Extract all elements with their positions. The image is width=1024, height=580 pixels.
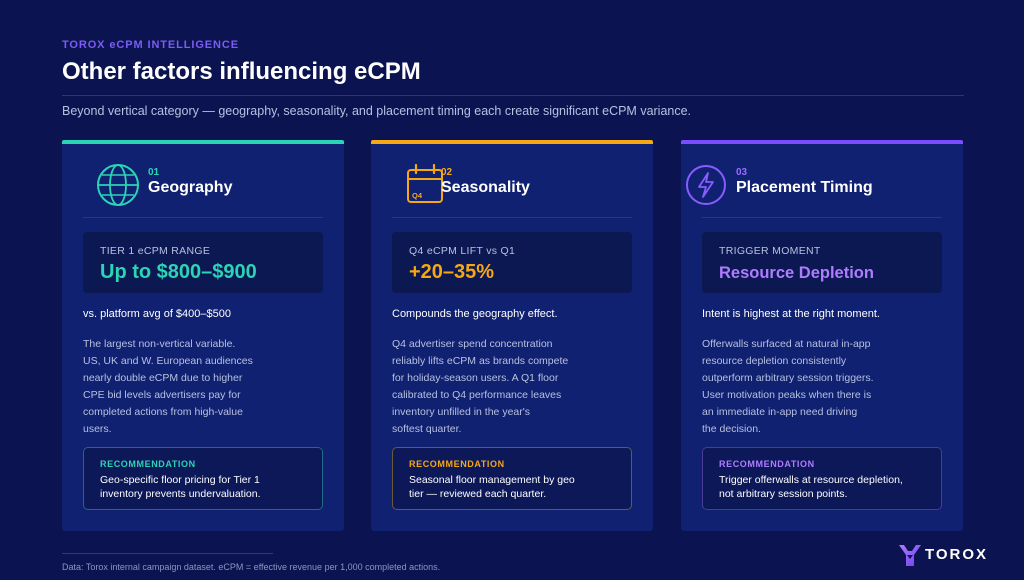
recommendation-box: RECOMMENDATION Geo-specific floor pricin… bbox=[83, 447, 323, 510]
calendar-icon: Q4 bbox=[404, 162, 450, 208]
footer-divider bbox=[62, 553, 273, 554]
footnote: Data: Torox internal campaign dataset. e… bbox=[62, 562, 441, 572]
stat-box: TIER 1 eCPM RANGE Up to $800–$900 bbox=[83, 232, 323, 293]
eyebrow-label: TOROX eCPM INTELLIGENCE bbox=[62, 39, 239, 51]
recommendation-label: RECOMMENDATION bbox=[100, 459, 196, 469]
recommendation-box: RECOMMENDATION Trigger offerwalls at res… bbox=[702, 447, 942, 510]
stat-label: Q4 eCPM LIFT vs Q1 bbox=[409, 245, 516, 257]
lightning-bolt-icon bbox=[683, 162, 729, 208]
card-title: Geography bbox=[148, 179, 233, 196]
card-divider bbox=[83, 217, 323, 218]
page-title: Other factors influencing eCPM bbox=[62, 58, 421, 85]
logo-wordmark: TOROX bbox=[925, 546, 989, 563]
recommendation-label: RECOMMENDATION bbox=[409, 459, 505, 469]
stat-value: +20–35% bbox=[409, 261, 495, 283]
stat-value: Resource Depletion bbox=[719, 264, 874, 282]
card-divider bbox=[392, 217, 632, 218]
torox-logo: TOROX bbox=[897, 542, 997, 568]
recommendation-text: Seasonal floor management by geo tier — … bbox=[409, 474, 575, 500]
card-accent-bar bbox=[681, 140, 963, 144]
page-subtitle: Beyond vertical category — geography, se… bbox=[62, 104, 692, 118]
card-lead: vs. platform avg of $400–$500 bbox=[83, 308, 231, 320]
stat-label: TIER 1 eCPM RANGE bbox=[100, 245, 211, 257]
stat-value: Up to $800–$900 bbox=[100, 261, 257, 283]
card-number: 02 bbox=[441, 167, 453, 178]
stat-box: TRIGGER MOMENT Resource Depletion bbox=[702, 232, 942, 293]
card-seasonality: Q4 02 Seasonality Q4 eCPM LIFT vs Q1 +20… bbox=[371, 140, 653, 531]
card-title: Seasonality bbox=[441, 179, 530, 196]
card-placement-timing: 03 Placement Timing TRIGGER MOMENT Resou… bbox=[681, 140, 963, 531]
recommendation-box: RECOMMENDATION Seasonal floor management… bbox=[392, 447, 632, 510]
recommendation-label: RECOMMENDATION bbox=[719, 459, 815, 469]
card-number: 01 bbox=[148, 167, 160, 178]
card-accent-bar bbox=[371, 140, 653, 144]
recommendation-text: Geo-specific floor pricing for Tier 1 in… bbox=[100, 474, 261, 500]
globe-icon bbox=[95, 162, 141, 208]
recommendation-text: Trigger offerwalls at resource depletion… bbox=[719, 474, 903, 500]
title-divider bbox=[62, 95, 964, 96]
card-body: Q4 advertiser spend concentration reliab… bbox=[392, 338, 569, 435]
card-lead: Compounds the geography effect. bbox=[392, 308, 558, 320]
card-accent-bar bbox=[62, 140, 344, 144]
card-body: The largest non-vertical variable. US, U… bbox=[83, 338, 253, 435]
card-body: Offerwalls surfaced at natural in-app re… bbox=[702, 338, 874, 435]
stat-label: TRIGGER MOMENT bbox=[719, 245, 821, 257]
calendar-icon-label: Q4 bbox=[412, 191, 423, 200]
card-divider bbox=[702, 217, 942, 218]
card-title: Placement Timing bbox=[736, 179, 873, 196]
card-lead: Intent is highest at the right moment. bbox=[702, 308, 880, 320]
torox-logo-mark-icon bbox=[899, 545, 921, 566]
card-geography: 01 Geography TIER 1 eCPM RANGE Up to $80… bbox=[62, 140, 344, 531]
card-number: 03 bbox=[736, 167, 748, 178]
stat-box: Q4 eCPM LIFT vs Q1 +20–35% bbox=[392, 232, 632, 293]
